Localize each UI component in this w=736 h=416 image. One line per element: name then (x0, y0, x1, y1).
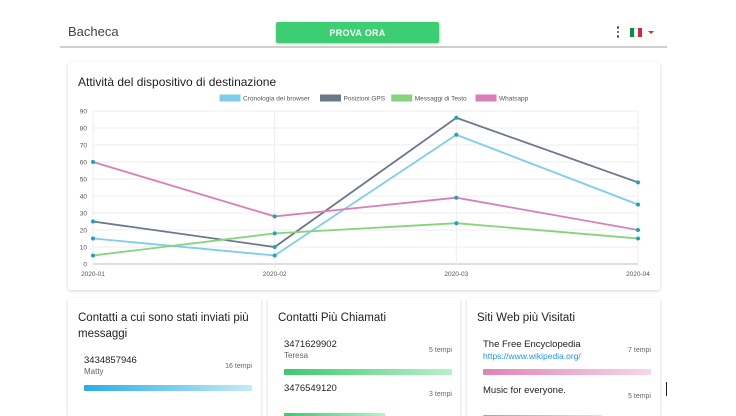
x-tick-label: 2020-04 (626, 271, 650, 278)
legend-label-1: Posizioni GPS (344, 95, 386, 102)
data-point-3-2 (454, 195, 459, 200)
y-tick-label: 0 (83, 262, 87, 269)
legend-swatch-0 (219, 94, 241, 102)
list-item[interactable]: 3471629902 Teresa 5 tempi (284, 339, 452, 379)
chart-card: Attività del dispositivo di destinazione… (68, 62, 660, 290)
list-item[interactable]: Music for everyone. 5 tempi (483, 385, 651, 416)
x-tick-label: 2020-01 (81, 271, 105, 278)
legend-swatch-2 (391, 94, 413, 102)
site-title: The Free Encyclopedia (483, 339, 581, 350)
data-point-0-3 (636, 202, 640, 207)
panel-title: Contatti Più Chiamati (278, 312, 387, 324)
data-point-0-2 (454, 132, 459, 137)
series-line-1 (92, 116, 639, 248)
series-line-3 (92, 161, 639, 231)
contact-number: 3476549120 (284, 383, 337, 394)
count-label: 7 tempi (628, 347, 651, 354)
data-point-1-1 (272, 245, 277, 249)
chevron-down-icon[interactable] (648, 31, 654, 34)
y-tick-label: 80 (80, 126, 88, 133)
count-label: 5 tempi (628, 393, 651, 400)
contact-name: Matty (84, 367, 104, 376)
y-tick-label: 30 (80, 211, 88, 218)
legend-label-3: Whatsapp (499, 95, 529, 102)
data-point-1-2 (454, 115, 459, 120)
italy-flag-icon[interactable] (630, 28, 642, 37)
data-point-2-0 (91, 253, 95, 258)
data-point-0-0 (91, 236, 95, 241)
panel-title: Contatti a cui sono stati inviati più me… (78, 312, 249, 340)
share-bar (284, 369, 452, 375)
most-visited-sites-panel: Siti Web più Visitati The Free Encyclope… (467, 298, 660, 416)
y-tick-label: 10 (80, 245, 88, 252)
count-label: 16 tempi (225, 363, 252, 370)
panel-title: Siti Web più Visitati (477, 312, 576, 324)
data-point-3-3 (636, 228, 640, 232)
data-point-2-1 (272, 231, 277, 236)
try-now-button[interactable]: PROVA ORA (276, 22, 439, 43)
legend-swatch-1 (320, 94, 341, 102)
x-tick-label: 2020-02 (263, 271, 287, 278)
list-item[interactable]: 3434857946 Matty 16 tempi (84, 355, 252, 395)
y-tick-label: 20 (80, 228, 88, 235)
data-point-2-2 (454, 221, 459, 226)
count-label: 3 tempi (429, 391, 452, 398)
data-point-1-3 (636, 180, 640, 185)
y-tick-label: 40 (80, 194, 88, 201)
count-label: 5 tempi (429, 347, 452, 354)
legend-label-0: Cronologia del browser (243, 95, 311, 102)
list-item[interactable]: 3476549120 3 tempi (284, 383, 452, 416)
data-point-3-0 (91, 160, 95, 164)
data-point-3-1 (272, 214, 277, 219)
y-tick-label: 50 (80, 177, 88, 184)
series-line-0 (92, 133, 639, 257)
x-tick-label: 2020-03 (444, 271, 468, 278)
share-bar (483, 369, 651, 375)
data-point-0-1 (272, 253, 277, 258)
series-line-2 (92, 222, 639, 257)
kebab-icon[interactable] (615, 26, 621, 40)
site-title: Music for everyone. (483, 385, 566, 396)
contact-name: Teresa (284, 351, 309, 360)
legend-label-2: Messaggi di Testo (415, 95, 467, 102)
most-messaged-contacts-panel: Contatti a cui sono stati inviati più me… (68, 298, 261, 416)
text-cursor (666, 382, 667, 396)
y-tick-label: 60 (80, 160, 88, 167)
activity-line-chart: 0 10 20 30 40 50 60 70 80 90 2020-01 2020-02 2020-03… (80, 94, 650, 278)
most-called-contacts-panel: Contatti Più Chiamati 3471629902 Teresa … (268, 298, 460, 416)
top-bar: Bacheca PROVA ORA (60, 12, 667, 48)
legend-swatch-3 (475, 94, 497, 102)
share-bar (284, 413, 385, 416)
data-point-1-0 (91, 219, 95, 224)
page-title: Bacheca (68, 24, 119, 39)
contact-number: 3434857946 (84, 355, 137, 366)
share-bar (84, 385, 252, 391)
contact-number: 3471629902 (284, 339, 337, 350)
list-item[interactable]: The Free Encyclopedia https://www.wikipe… (483, 339, 651, 379)
y-tick-label: 90 (80, 109, 88, 116)
y-tick-label: 70 (80, 143, 88, 150)
data-point-2-3 (636, 236, 640, 241)
chart-title: Attività del dispositivo di destinazione (78, 75, 277, 89)
site-link[interactable]: https://www.wikipedia.org/ (483, 351, 581, 361)
